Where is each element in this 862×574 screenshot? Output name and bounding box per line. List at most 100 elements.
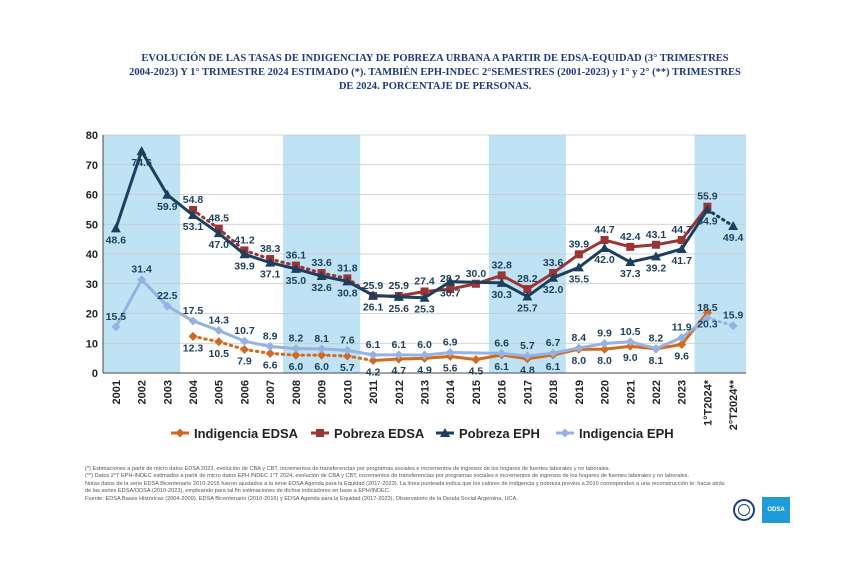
point-pobreza_edsa (523, 285, 532, 294)
point-pobreza_eph (213, 228, 224, 238)
footnote-3: Notas datos de la serie EDSA Bicentenari… (85, 480, 725, 495)
point-indigencia_edsa (677, 339, 687, 349)
series-segment-pobreza_edsa (448, 282, 478, 291)
data-label: 6.6 (494, 337, 509, 349)
point-indigencia_eph (548, 348, 558, 358)
data-label: 32.6 (311, 282, 332, 294)
series-segment-indigencia_edsa (345, 354, 375, 363)
data-label: 31.4 (131, 264, 152, 276)
data-label: 32.8 (491, 259, 512, 271)
x-tick-label: 2008 (291, 380, 303, 404)
x-tick-label: 2011 (368, 380, 380, 404)
point-pobreza_eph (419, 292, 430, 302)
data-label: 8.4 (572, 332, 587, 344)
data-label: 28.2 (517, 273, 538, 285)
series-segment-indigencia_eph (165, 304, 195, 323)
data-label: 9.6 (674, 350, 689, 362)
series-segment-indigencia_eph (423, 350, 452, 357)
point-indigencia_edsa (702, 308, 712, 318)
point-pobreza_eph (265, 257, 276, 267)
data-label: 54.8 (183, 194, 204, 206)
series-segment-indigencia_eph (603, 340, 632, 346)
x-tick-label: 1°T2024* (702, 379, 714, 426)
point-indigencia_edsa (600, 344, 610, 354)
x-tick-label: 2012 (394, 380, 406, 404)
data-label: 12.3 (183, 342, 204, 354)
series-segment-pobreza_eph (397, 295, 426, 300)
series-segment-indigencia_eph (577, 342, 607, 350)
point-pobreza_eph (676, 243, 687, 253)
point-indigencia_eph (420, 350, 429, 360)
point-indigencia_eph (342, 345, 352, 355)
data-label: 15.9 (723, 310, 744, 322)
point-indigencia_edsa (291, 350, 301, 360)
series-segment-pobreza_eph (294, 267, 324, 278)
legend-marker-pobreza_edsa (316, 429, 324, 437)
point-pobreza_eph (368, 290, 379, 300)
x-tick-label: 2017 (522, 380, 534, 404)
uca-seal-logo (733, 499, 755, 521)
series-segment-indigencia_eph (525, 351, 555, 358)
y-tick-label: 30 (86, 279, 98, 291)
series-segment-indigencia_eph (268, 345, 298, 351)
x-tick-label: 2023 (677, 380, 689, 404)
series-segment-indigencia_eph (345, 348, 375, 357)
data-label: 39.2 (646, 262, 667, 274)
data-label: 8.2 (649, 333, 664, 345)
point-indigencia_eph (265, 342, 275, 352)
y-tick-label: 20 (86, 309, 98, 321)
data-label: 37.1 (260, 269, 281, 281)
data-label: 6.0 (314, 361, 329, 373)
data-label: 6.1 (494, 361, 509, 373)
data-label: 48.5 (209, 213, 230, 225)
point-indigencia_eph (728, 321, 738, 331)
series-segment-indigencia_eph (628, 340, 658, 351)
data-label: 6.9 (443, 336, 458, 348)
point-indigencia_edsa (368, 356, 378, 366)
data-label: 55.9 (697, 191, 718, 203)
series-segment-pobreza_edsa (628, 243, 658, 249)
data-label: 4.2 (366, 367, 381, 379)
chart-title: EVOLUCIÓN DE LAS TASAS DE INDIGENCIAY DE… (90, 52, 780, 94)
series-segment-indigencia_edsa (242, 347, 272, 355)
series-segment-pobreza_eph (551, 265, 581, 280)
point-indigencia_eph (368, 350, 378, 360)
point-indigencia_edsa (265, 348, 275, 358)
data-label: 33.6 (543, 257, 564, 269)
data-label: 8.1 (314, 333, 329, 345)
data-label: 28.2 (440, 273, 461, 285)
series-segment-indigencia_edsa (320, 353, 349, 358)
data-label: 42.4 (620, 231, 641, 243)
point-pobreza_edsa (497, 271, 506, 280)
legend-marker-pobreza_eph (440, 428, 450, 437)
x-tick-label: 2019 (574, 380, 586, 404)
x-tick-label: 2016 (497, 380, 509, 404)
series-segment-pobreza_eph (320, 274, 349, 283)
data-label: 6.1 (546, 361, 561, 373)
point-indigencia_eph (214, 325, 224, 335)
data-label: 49.4 (723, 232, 744, 244)
data-label: 44.7 (594, 224, 615, 236)
series-segment-indigencia_eph (242, 339, 272, 349)
legend-marker-indigencia_eph (560, 428, 570, 438)
series-segment-indigencia_edsa (603, 344, 632, 351)
y-tick-label: 10 (86, 338, 98, 350)
x-tick-label: 2007 (265, 380, 277, 404)
data-label: 6.1 (366, 339, 381, 351)
series-segment-pobreza_eph (345, 279, 375, 297)
data-label: 35.0 (286, 275, 307, 287)
data-label: 4.5 (469, 366, 484, 378)
point-pobreza_eph (393, 291, 404, 301)
series-segment-pobreza_edsa (551, 252, 581, 275)
series-segment-pobreza_eph (448, 280, 504, 285)
series-segment-indigencia_edsa (268, 351, 298, 357)
series-segment-pobreza_edsa (217, 227, 246, 252)
data-label: 22.5 (157, 290, 178, 302)
point-pobreza_edsa (420, 287, 429, 296)
point-indigencia_eph (445, 347, 455, 357)
series-segment-indigencia_edsa (217, 340, 246, 351)
data-label: 43.1 (646, 229, 667, 241)
data-label: 18.5 (697, 302, 718, 314)
odsa-logo: ODSA (762, 497, 790, 523)
point-pobreza_eph (110, 223, 121, 233)
